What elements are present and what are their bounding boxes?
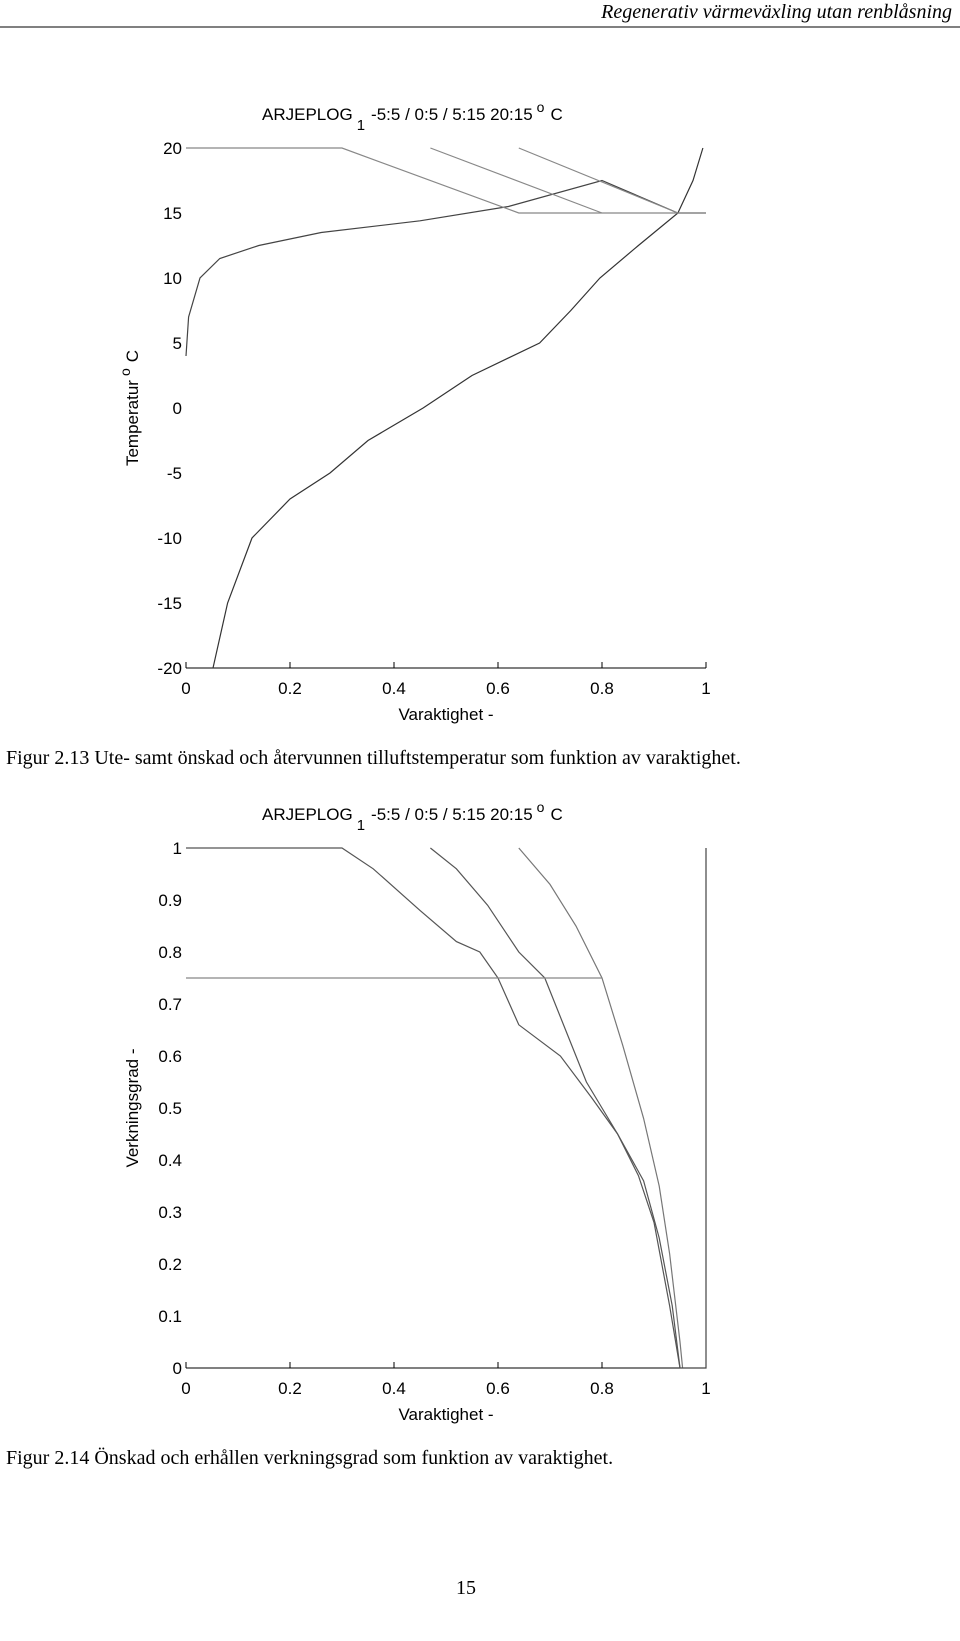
y-tick-label: 0.8 [158, 943, 182, 962]
series-line [430, 147, 603, 214]
y-tick-label: 20 [163, 139, 182, 158]
y-axis-label: Temperatur oC [117, 350, 142, 466]
text-part: C [123, 350, 142, 362]
x-tick-label: 0.6 [486, 679, 510, 698]
text-part: C [550, 805, 562, 824]
series-line [430, 847, 681, 1369]
text-part: o [537, 99, 545, 115]
x-axis-label: Varaktighet - [398, 1405, 493, 1424]
text-part: C [550, 105, 562, 124]
x-tick-label: 0 [181, 1379, 190, 1398]
chart-title: ARJEPLOG1 -5:5 / 0:5 / 5:15 20:15 o C [262, 99, 563, 134]
y-tick-label: -5 [167, 464, 182, 483]
text-part: ARJEPLOG [262, 805, 353, 824]
y-tick-label: 0.2 [158, 1255, 182, 1274]
series-line [212, 147, 704, 669]
y-tick-label: 0.7 [158, 995, 182, 1014]
chart-title: ARJEPLOG1 -5:5 / 0:5 / 5:15 20:15 o C [262, 799, 563, 834]
x-tick-label: 0.2 [278, 1379, 302, 1398]
text-part: Verkningsgrad - [123, 1048, 142, 1167]
text-part: -5:5 / 0:5 / 5:15 20:15 [371, 105, 533, 124]
series-line [518, 147, 679, 214]
y-tick-label: 0.1 [158, 1307, 182, 1326]
text-part: Temperatur [123, 380, 142, 466]
y-tick-label: 0 [173, 1359, 182, 1378]
page-number: 15 [456, 1577, 476, 1599]
x-tick-label: 0.4 [382, 679, 406, 698]
x-tick-label: 0 [181, 679, 190, 698]
text-part: -5:5 / 0:5 / 5:15 20:15 [371, 805, 533, 824]
y-tick-label: 15 [163, 204, 182, 223]
y-tick-label: -20 [157, 659, 182, 678]
running-header: Regenerativ värmeväxling utan renblåsnin… [600, 1, 952, 23]
y-tick-label: 1 [173, 839, 182, 858]
y-tick-label: 0.5 [158, 1099, 182, 1118]
y-tick-label: 0.6 [158, 1047, 182, 1066]
y-tick-label: -10 [157, 529, 182, 548]
x-tick-label: 1 [701, 679, 710, 698]
y-tick-label: -15 [157, 594, 182, 613]
y-tick-label: 0.9 [158, 891, 182, 910]
x-tick-label: 0.8 [590, 1379, 614, 1398]
caption: Figur 2.14 Önskad och erhållen verknings… [6, 1446, 613, 1469]
text-part: 1 [357, 117, 365, 134]
x-tick-label: 0.2 [278, 679, 302, 698]
text-part: 1 [357, 817, 365, 834]
series-line [186, 847, 681, 1369]
x-tick-label: 1 [701, 1379, 710, 1398]
x-tick-label: 0.6 [486, 1379, 510, 1398]
text-part: o [117, 368, 133, 376]
y-tick-label: 0.3 [158, 1203, 182, 1222]
series-line [185, 179, 706, 357]
text-part: o [537, 799, 545, 815]
y-tick-label: 0 [173, 399, 182, 418]
text-part: ARJEPLOG [262, 105, 353, 124]
y-axis-label: Verkningsgrad - [123, 1048, 142, 1167]
series-line [186, 147, 706, 214]
x-tick-label: 0.8 [590, 679, 614, 698]
x-axis-label: Varaktighet - [398, 705, 493, 724]
y-tick-label: 10 [163, 269, 182, 288]
caption: Figur 2.13 Ute- samt önskad och återvunn… [6, 747, 741, 769]
series-line [680, 848, 707, 1369]
x-tick-label: 0.4 [382, 1379, 406, 1398]
y-tick-label: 0.4 [158, 1151, 182, 1170]
y-tick-label: 5 [173, 334, 182, 353]
series-line [518, 847, 684, 1369]
